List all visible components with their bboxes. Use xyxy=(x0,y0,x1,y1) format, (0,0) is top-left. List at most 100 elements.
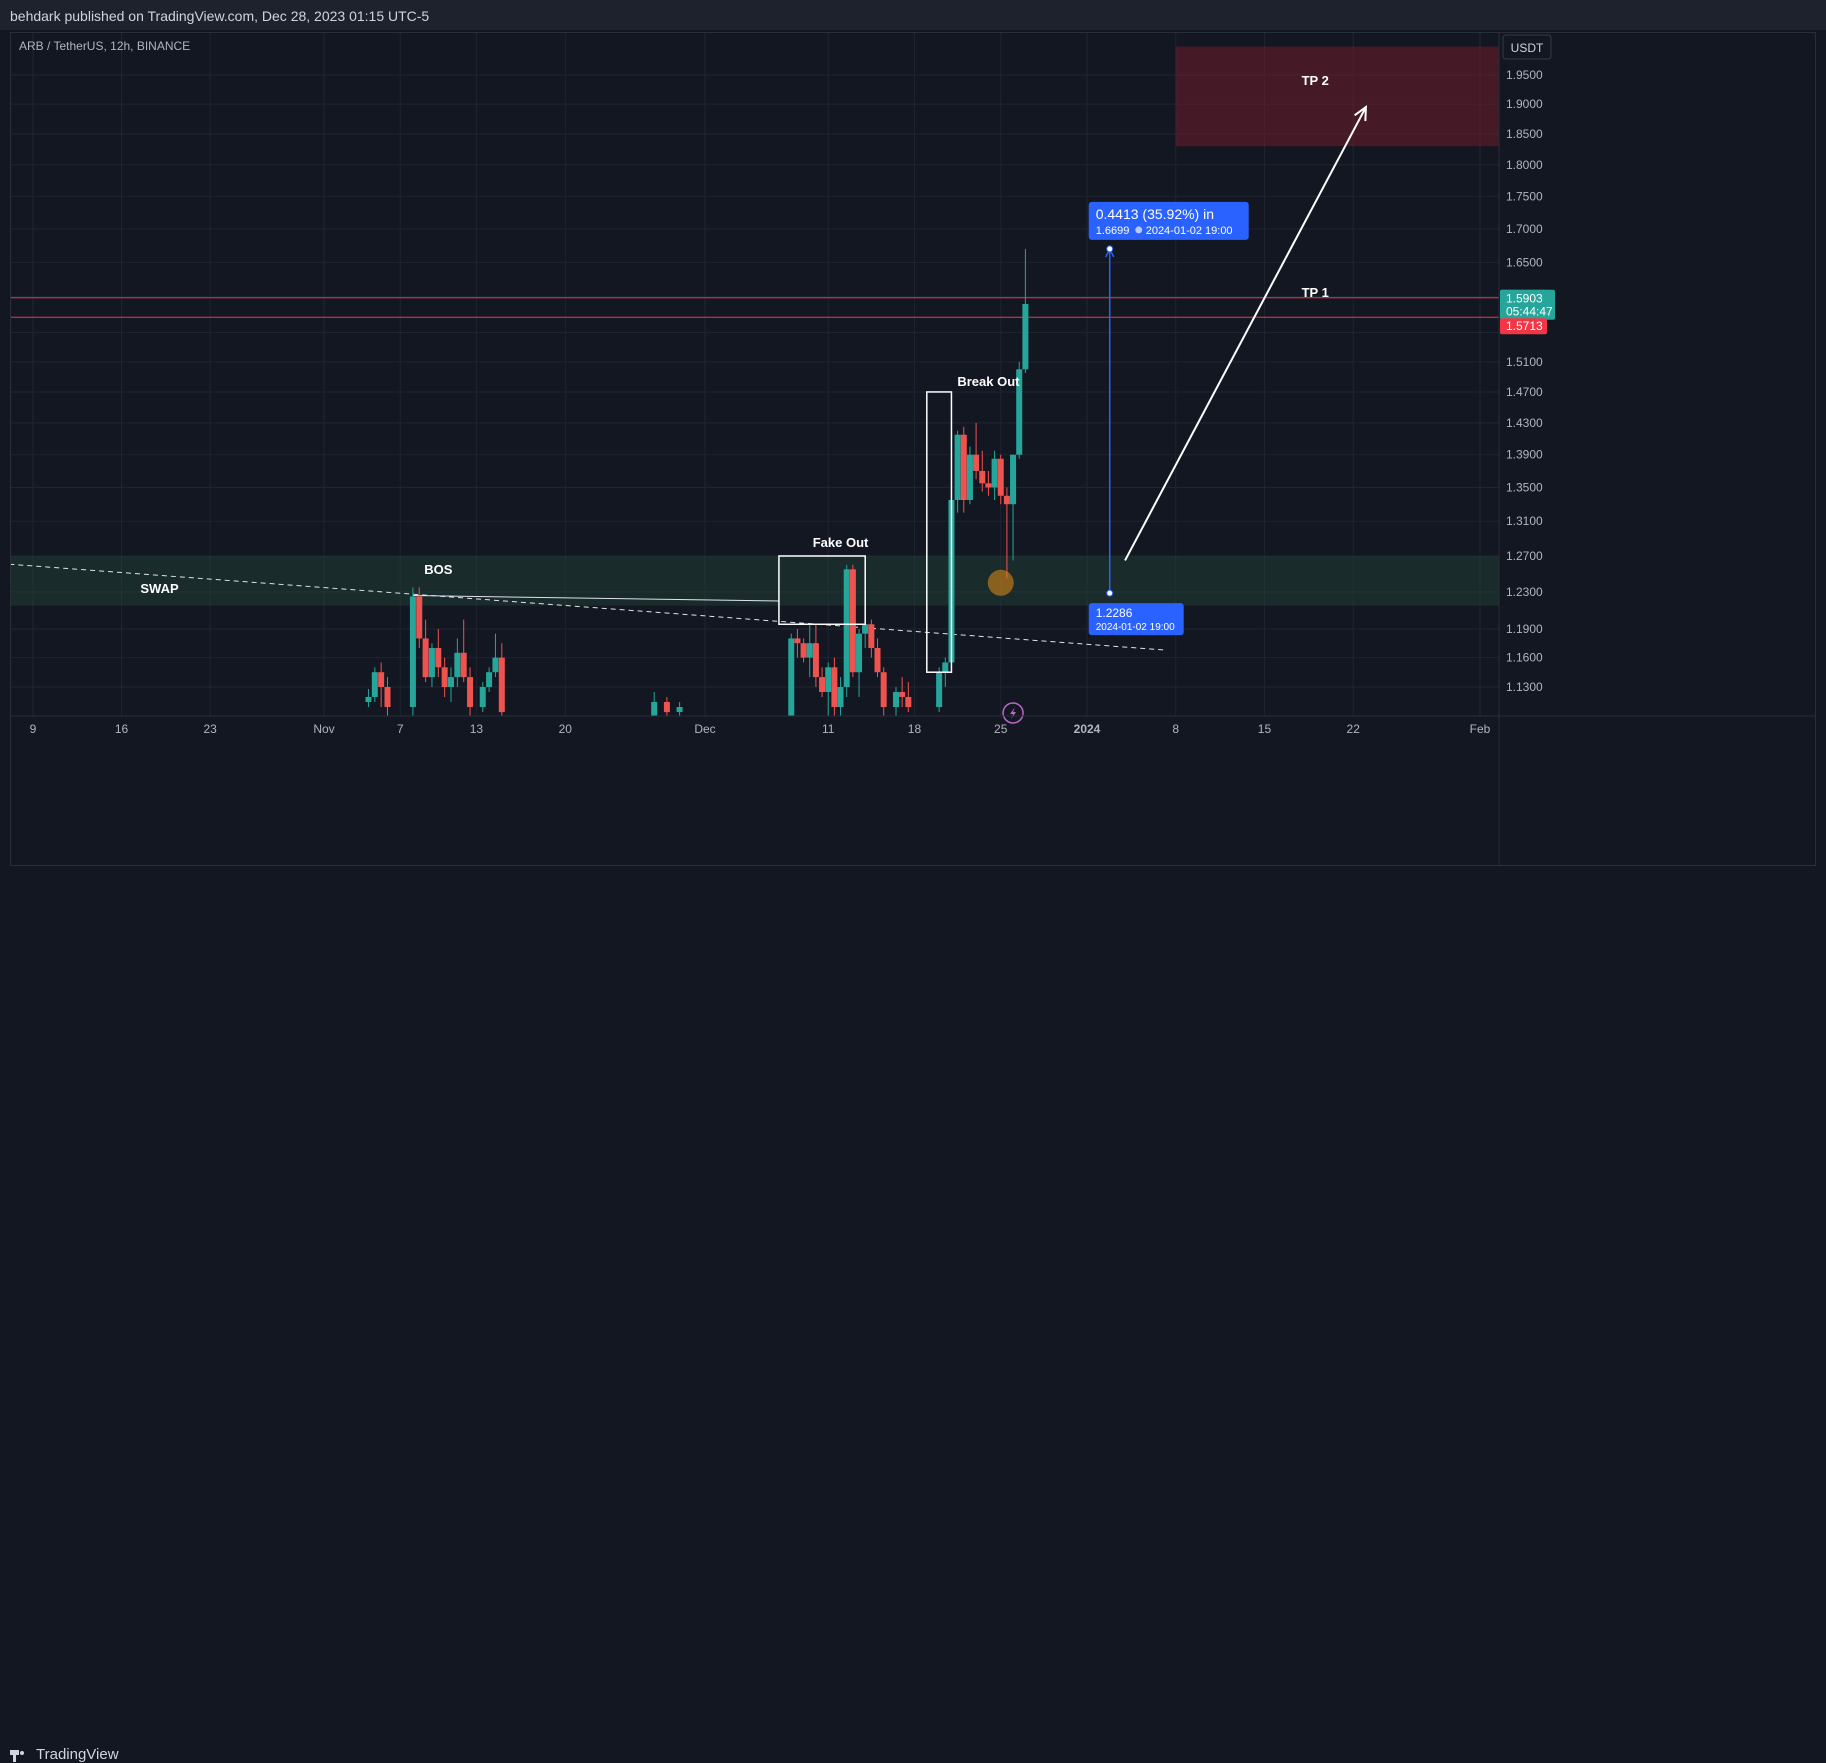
candle xyxy=(651,691,658,716)
y-tick-label: 1.6500 xyxy=(1506,255,1543,269)
chart-svg[interactable]: 0.4413 (35.92%) in 1.6699 2024-01-02 19:00… xyxy=(11,33,1815,865)
candle-body xyxy=(831,667,838,708)
candle-body xyxy=(856,633,863,673)
candle-body xyxy=(384,687,391,708)
tp-price-tag xyxy=(1500,318,1547,335)
x-tick-label: 20 xyxy=(559,722,573,736)
candle-body xyxy=(416,596,423,639)
x-tick-label: 11 xyxy=(822,722,835,736)
candle-body xyxy=(1003,495,1010,505)
candle xyxy=(486,667,493,692)
candle xyxy=(378,662,385,708)
candle xyxy=(985,470,992,496)
candle xyxy=(831,657,838,716)
y-tick-label: 1.4300 xyxy=(1506,416,1543,430)
countdown-text: 05:44:47 xyxy=(1506,305,1553,319)
brand-name: TradingView xyxy=(36,1746,119,1763)
x-tick-label: Feb xyxy=(1470,722,1491,736)
candle xyxy=(1003,487,1010,579)
annotation-labels: 0.4413 (35.92%) in 1.6699 2024-01-02 19:00… xyxy=(140,73,1329,724)
y-tick-label: 1.9000 xyxy=(1506,97,1543,111)
candle xyxy=(856,628,863,697)
annotation-text[interactable]: TP 1 xyxy=(1302,285,1329,300)
candle-body xyxy=(788,638,795,716)
measure-change: 0.4413 (35.92%) in xyxy=(1096,206,1214,222)
candle-body xyxy=(651,701,658,716)
x-tick-label: 15 xyxy=(1258,722,1272,736)
candle-body xyxy=(435,647,442,668)
break-out-box[interactable] xyxy=(926,391,953,673)
time-axis[interactable]: 9 16 23 Nov 7 13 20 Dec 11 18 25 2024 8 15 22 Feb xyxy=(11,715,1815,736)
candle-body xyxy=(825,667,832,692)
candle xyxy=(663,696,670,716)
overlay-drawings xyxy=(778,105,1367,673)
target-zone[interactable] xyxy=(1175,46,1499,147)
annotation-text[interactable]: TP 2 xyxy=(1302,73,1329,88)
candle xyxy=(954,430,961,513)
candle-body xyxy=(800,643,807,658)
annotation-text[interactable]: Break Out xyxy=(957,374,1020,389)
candle xyxy=(441,657,448,697)
measure-handle-top[interactable] xyxy=(1106,245,1114,253)
candle-body xyxy=(880,672,887,708)
candle-body xyxy=(905,696,912,708)
y-tick-label: 1.1300 xyxy=(1506,680,1543,694)
candle xyxy=(825,662,832,716)
support-zone[interactable] xyxy=(11,555,1499,606)
candle-body xyxy=(862,624,869,634)
price-axis[interactable]: USDT 1.1300 1.1600 1.1900 1.2300 1.2700 1.3100… xyxy=(1498,33,1555,865)
candle xyxy=(812,624,819,687)
y-tick-label: 1.5100 xyxy=(1506,355,1543,369)
annotation-text[interactable]: Fake Out xyxy=(813,535,869,550)
candle-body xyxy=(843,569,850,687)
candle xyxy=(676,701,683,716)
candle-body xyxy=(868,624,875,648)
candle xyxy=(448,667,454,702)
candle-body xyxy=(428,647,435,678)
candle xyxy=(409,587,416,716)
candle xyxy=(479,682,486,713)
candle xyxy=(893,687,899,716)
candle-body xyxy=(899,691,906,697)
candle xyxy=(843,564,850,697)
candle-body xyxy=(991,458,998,488)
candle xyxy=(1022,248,1029,374)
x-tick-label: 9 xyxy=(30,722,37,736)
candle-body xyxy=(676,707,683,713)
candle xyxy=(849,564,856,678)
candle xyxy=(492,633,499,678)
bos-line[interactable] xyxy=(412,595,779,602)
lightning-icon[interactable] xyxy=(1002,702,1024,724)
measure-bottom-time: 2024-01-02 19:00 xyxy=(1096,622,1175,633)
fake-out-box[interactable] xyxy=(778,555,866,626)
projection-arrow[interactable] xyxy=(1124,106,1367,561)
tradingview-logo[interactable]: TradingView xyxy=(10,1746,119,1763)
candle xyxy=(973,422,980,480)
candle xyxy=(467,667,474,716)
measure-top-price: 1.6699 xyxy=(1096,225,1130,237)
candles xyxy=(365,248,1029,716)
candle xyxy=(428,643,435,687)
annotation-text[interactable]: BOS xyxy=(424,562,453,577)
last-price-tag xyxy=(1500,289,1555,320)
measure-bottom-price: 1.2286 xyxy=(1096,606,1133,620)
candle xyxy=(806,624,813,678)
currency-button[interactable] xyxy=(1502,34,1552,60)
candle-body xyxy=(973,454,980,471)
marker-circle[interactable] xyxy=(987,569,1014,596)
footer: TradingView xyxy=(0,870,1826,1763)
candle-body xyxy=(936,672,943,708)
candle xyxy=(454,638,461,687)
y-tick-label: 1.3900 xyxy=(1506,448,1543,462)
annotation-lines xyxy=(11,297,1499,651)
measure-label-bottom xyxy=(1088,603,1184,636)
candle-body xyxy=(942,662,949,673)
candle-body xyxy=(966,454,973,501)
y-tick-label: 1.8500 xyxy=(1506,127,1543,141)
lightning-glyph xyxy=(1010,707,1017,719)
measure-handle-bottom[interactable] xyxy=(1106,589,1114,597)
candle-body xyxy=(422,638,429,678)
candle xyxy=(435,628,442,678)
candle xyxy=(384,677,391,716)
annotation-text[interactable]: SWAP xyxy=(140,581,179,596)
